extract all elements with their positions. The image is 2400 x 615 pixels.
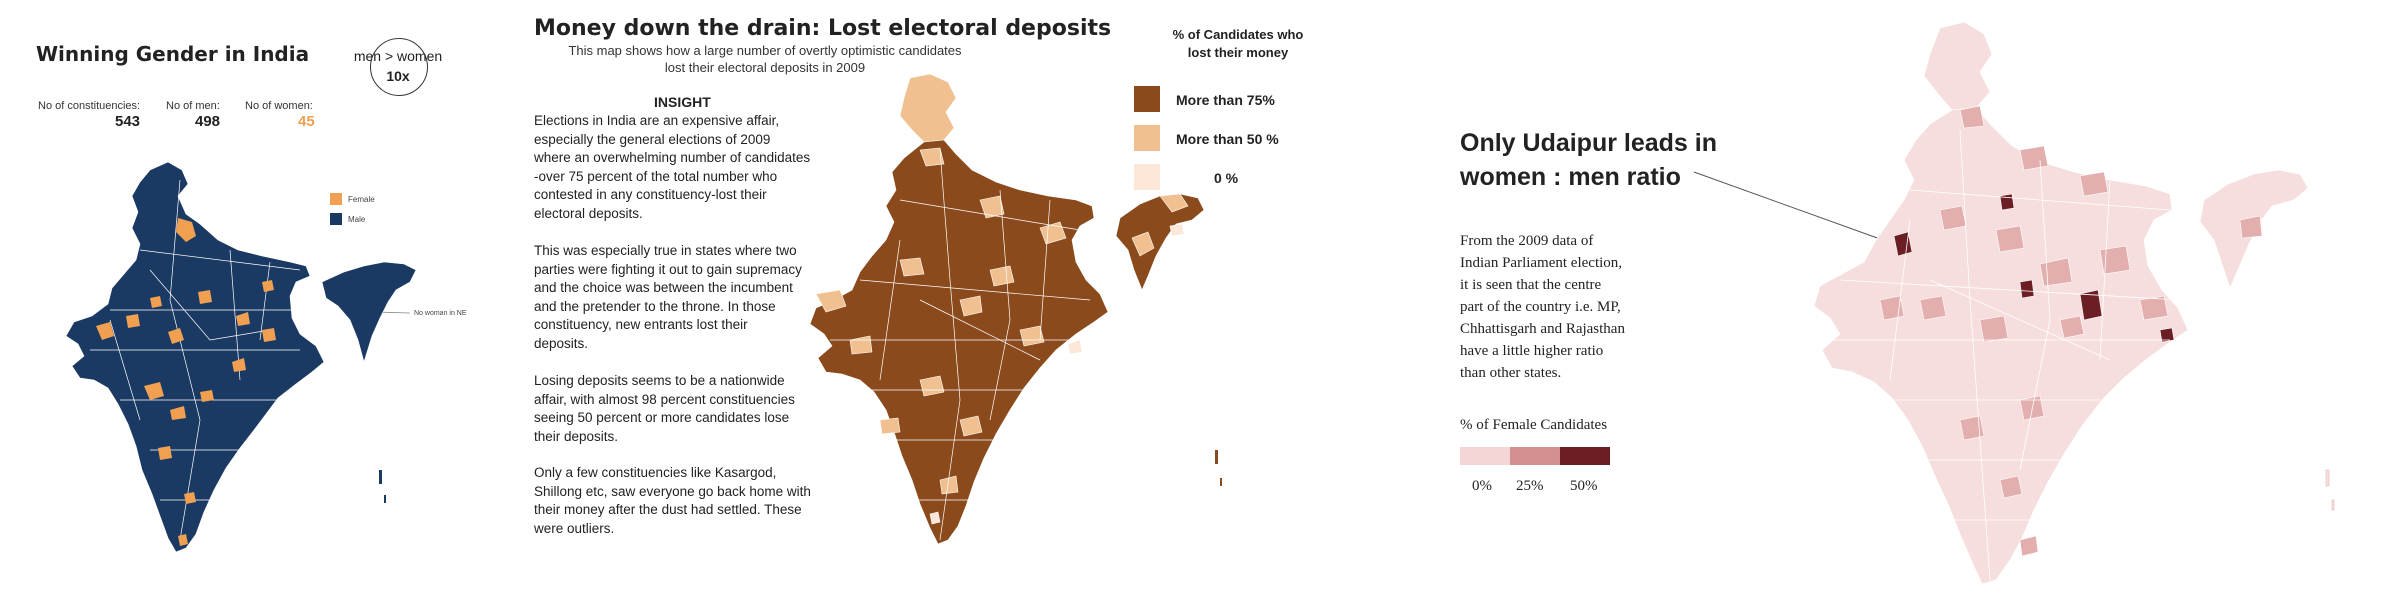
body-line: Chhattisgarh and Rajasthan bbox=[1460, 321, 1625, 337]
map-northeast-male bbox=[321, 261, 417, 364]
panel2-title: Money down the drain: Lost electoral dep… bbox=[534, 16, 1112, 41]
paragraph-line: affair, with almost 98 percent constitue… bbox=[534, 391, 795, 407]
panel3-headline: Only Udaipur leads in women : men ratio bbox=[1460, 126, 1717, 194]
legend-male-swatch bbox=[330, 213, 342, 225]
india-map-deposits bbox=[809, 73, 1222, 545]
ratio-badge-line1: men > women bbox=[353, 48, 443, 64]
paragraph-line: Only a few constituencies like Kasargod, bbox=[534, 465, 777, 480]
map-constituency-borders-3 bbox=[1830, 129, 2181, 581]
paragraph-line: and the choice was between the incumbent bbox=[534, 280, 793, 295]
headline-line: women : men ratio bbox=[1460, 163, 1681, 191]
panel2-subtitle-line: lost their electoral deposits in 2009 bbox=[664, 60, 866, 75]
paragraph-line: where an overwhelming number of candidat… bbox=[534, 150, 811, 165]
paragraph-line: Shillong etc, saw everyone go back home … bbox=[534, 483, 811, 499]
stat-constituencies-value: 543 bbox=[115, 113, 141, 130]
paragraph-line: seeing 50 percent or more candidates los… bbox=[534, 410, 790, 425]
map-north-region bbox=[1923, 21, 1993, 111]
legend-25pct-label: 25% bbox=[1516, 478, 1544, 494]
paragraph-line: Losing deposits seems to be a nationwide bbox=[534, 373, 785, 388]
map-islands-andaman-3 bbox=[2325, 469, 2330, 487]
legend-75-swatch bbox=[1134, 86, 1160, 112]
paragraph-line: their money after the dust had settled. … bbox=[534, 502, 802, 517]
map-islands-nicobar-2 bbox=[1220, 478, 1222, 486]
map-female-constituencies bbox=[96, 218, 276, 546]
panel2-subtitle: This map shows how a large number of ove… bbox=[550, 42, 980, 76]
paragraph-line: constituency, new entrants lost their bbox=[534, 317, 748, 332]
panel2-subtitle-line: This map shows how a large number of ove… bbox=[568, 43, 962, 58]
panel3-body: From the 2009 data of Indian Parliament … bbox=[1460, 230, 1690, 384]
body-line: part of the country i.e. MP, bbox=[1460, 299, 1621, 315]
legend-50pct-swatch bbox=[1560, 447, 1610, 465]
legend-0pct-label: 0% bbox=[1472, 478, 1492, 494]
paragraph-line: electoral deposits. bbox=[534, 205, 643, 221]
insight-paragraph-2: This was especially true in states where… bbox=[534, 242, 844, 353]
stat-women-value: 45 bbox=[298, 113, 315, 130]
body-line: Indian Parliament election, bbox=[1460, 255, 1623, 271]
map-mainland-dark bbox=[809, 139, 1109, 545]
paragraph-line: their deposits. bbox=[534, 428, 619, 444]
panel1-title: Winning Gender in India bbox=[36, 42, 310, 66]
map-constituency-borders-2 bbox=[830, 149, 1091, 541]
paragraph-line: were outliers. bbox=[534, 520, 615, 536]
map-northeast-region bbox=[1115, 193, 1205, 291]
map-mainland-region bbox=[1813, 107, 2189, 585]
india-map-female-ratio bbox=[1693, 21, 2335, 585]
map-islands-nicobar bbox=[384, 495, 386, 503]
legend-0pct-swatch bbox=[1460, 447, 1510, 465]
ne-annotation: No woman in NE bbox=[414, 310, 467, 317]
map-islands-andaman-2 bbox=[1215, 450, 1218, 464]
insight-paragraph-4: Only a few constituencies like Kasargod,… bbox=[534, 464, 844, 538]
map-mid-ratio-regions bbox=[1879, 105, 2263, 557]
body-line: it is seen that the centre bbox=[1460, 277, 1602, 293]
legend-75-label: More than 75% bbox=[1176, 92, 1275, 108]
legend-0-swatch bbox=[1134, 164, 1160, 190]
insight-heading: INSIGHT bbox=[654, 94, 711, 110]
legend-female-swatch bbox=[330, 193, 342, 205]
legend-title-line: lost their money bbox=[1187, 45, 1289, 60]
stat-men-value: 498 bbox=[195, 113, 221, 130]
legend-25pct-swatch bbox=[1510, 447, 1560, 465]
legend-female-label: Female bbox=[348, 195, 375, 204]
insight-paragraph-1: Elections in India are an expensive affa… bbox=[534, 112, 844, 223]
map-mainland-male bbox=[65, 161, 325, 553]
ratio-badge-line2: 10x bbox=[386, 68, 410, 84]
stat-men-label: No of men: bbox=[166, 100, 220, 112]
body-line: have a little higher ratio bbox=[1460, 343, 1604, 359]
insight-paragraph-3: Losing deposits seems to be a nationwide… bbox=[534, 372, 844, 446]
india-map-gender bbox=[65, 161, 417, 553]
paragraph-line: parties were fighting it out to gain sup… bbox=[534, 261, 802, 277]
legend-title-line: % of Candidates who bbox=[1172, 27, 1304, 42]
map-zero-percent-regions bbox=[929, 223, 1185, 525]
legend-50-label: More than 50 % bbox=[1176, 131, 1279, 147]
paragraph-line: -over 75 percent of the total number who bbox=[534, 168, 778, 184]
udaipur-pointer-line bbox=[1693, 171, 1895, 245]
legend-0-label: 0 % bbox=[1214, 170, 1239, 186]
paragraph-line: deposits. bbox=[534, 335, 589, 351]
panel-lost-deposits: Money down the drain: Lost electoral dep… bbox=[520, 0, 1320, 615]
panel-winning-gender: Winning Gender in India men > women 10x … bbox=[0, 0, 520, 615]
map-islands-andaman bbox=[379, 470, 382, 484]
map-constituency-borders bbox=[90, 179, 301, 541]
stat-constituencies-label: No of constituencies: bbox=[38, 100, 141, 112]
female-legend-title: % of Female Candidates bbox=[1460, 417, 1608, 433]
paragraph-line: contested in any constituency-lost their bbox=[534, 187, 767, 202]
paragraph-line: This was especially true in states where… bbox=[534, 243, 797, 258]
paragraph-line: and the pretender to the throne. In thos… bbox=[534, 298, 776, 314]
map-islands-nicobar-3 bbox=[2331, 499, 2335, 511]
legend-male-label: Male bbox=[348, 215, 366, 224]
paragraph-line: especially the general elections of 2009 bbox=[534, 131, 771, 147]
map-light-regions bbox=[815, 147, 1189, 495]
map-north-light-region bbox=[899, 73, 957, 143]
stat-women-label: No of women: bbox=[245, 100, 313, 112]
deposit-legend-title: % of Candidates who lost their money bbox=[1138, 26, 1338, 62]
body-line: From the 2009 data of bbox=[1460, 233, 1594, 249]
panel-female-ratio: Only Udaipur leads in women : men ratio … bbox=[1320, 0, 2400, 615]
ratio-badge-circle bbox=[370, 38, 428, 96]
body-line: than other states. bbox=[1460, 365, 1562, 381]
paragraph-line: Elections in India are an expensive affa… bbox=[534, 113, 780, 128]
headline-line: Only Udaipur leads in bbox=[1460, 129, 1717, 157]
legend-50-swatch bbox=[1134, 125, 1160, 151]
legend-50pct-label: 50% bbox=[1570, 478, 1598, 494]
